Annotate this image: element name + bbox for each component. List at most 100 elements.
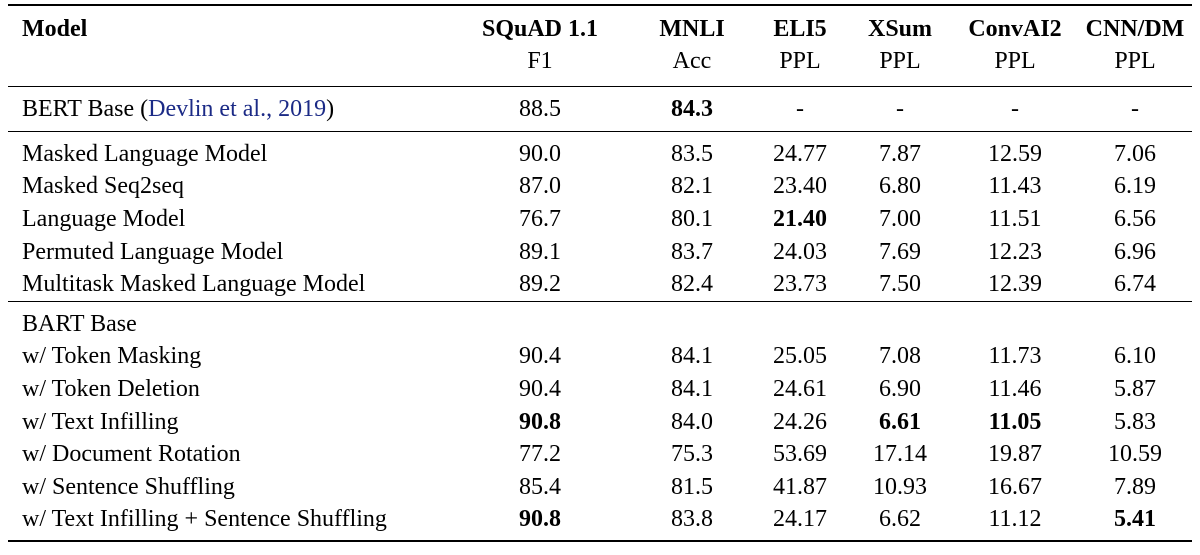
header-cnndm: CNN/DM <box>1078 4 1192 44</box>
cell-cnndm: 5.83 <box>1114 408 1156 435</box>
cell-squad: 88.5 <box>519 95 561 122</box>
table-row: Permuted Language Model 89.1 83.7 24.03 7.69… <box>8 236 1192 269</box>
table-row: w/ Sentence Shuffling 85.4 81.5 41.87 10.93 1… <box>8 471 1192 504</box>
table-row: w/ Document Rotation 77.2 75.3 53.69 17.14 19… <box>8 438 1192 471</box>
cell-cnndm: 7.06 <box>1078 130 1192 171</box>
cell-mnli: 84.0 <box>671 408 713 435</box>
cell-mnli: 80.1 <box>671 205 713 232</box>
cell-xsum: 7.50 <box>879 271 921 298</box>
cell-eli5: 53.69 <box>773 441 827 468</box>
header-cnndm-unit: PPL <box>1078 44 1192 87</box>
header-row-metric-names: Model SQuAD 1.1 MNLI ELI5 XSum ConvAI2 C… <box>8 4 1192 44</box>
cell-squad: 89.2 <box>519 271 561 298</box>
header-eli5-unit: PPL <box>752 44 848 87</box>
cell-mnli: 84.1 <box>671 343 713 370</box>
cell-convai2: - <box>1011 95 1019 122</box>
table-row: BERT Base (Devlin et al., 2019) 88.5 84.… <box>8 87 1192 132</box>
cell-convai2: 16.67 <box>988 473 1042 500</box>
cell-xsum: 6.62 <box>848 503 952 543</box>
row-label: w/ Token Masking <box>22 343 202 370</box>
cell-cnndm: 7.89 <box>1114 473 1156 500</box>
cell-convai2: 11.43 <box>988 173 1042 200</box>
objectives-group: Masked Language Model 90.0 83.5 24.77 7.87 12… <box>8 130 1192 302</box>
row-label: w/ Text Infilling <box>22 408 179 435</box>
cell-squad: 90.8 <box>519 408 561 435</box>
cell-xsum: 7.00 <box>879 205 921 232</box>
cell-cnndm: 6.10 <box>1114 343 1156 370</box>
header-xsum-unit: PPL <box>848 44 952 87</box>
cell-xsum: 7.08 <box>879 343 921 370</box>
row-label: w/ Sentence Shuffling <box>22 473 235 500</box>
cell-eli5: 23.73 <box>773 271 827 298</box>
cell-squad: 90.4 <box>519 375 561 402</box>
cell-eli5: 24.26 <box>773 408 827 435</box>
cell-convai2: 11.73 <box>988 343 1042 370</box>
table-row: w/ Text Infilling 90.8 84.0 24.26 6.61 11.05 5… <box>8 406 1192 439</box>
cell-eli5: - <box>796 95 804 122</box>
row-label: w/ Document Rotation <box>22 441 241 468</box>
cell-xsum: 7.87 <box>848 130 952 171</box>
cell-convai2: 11.05 <box>988 408 1042 435</box>
cell-mnli: 75.3 <box>671 441 713 468</box>
cell-squad: 90.8 <box>448 503 632 543</box>
cell-eli5: 25.05 <box>773 343 827 370</box>
cell-convai2: 12.59 <box>952 130 1078 171</box>
baseline-label-prefix: BERT Base ( <box>22 95 149 122</box>
row-label: Permuted Language Model <box>22 238 284 265</box>
cell-squad: 90.0 <box>448 130 632 171</box>
cell-squad: 85.4 <box>519 473 561 500</box>
cell-mnli: 81.5 <box>671 473 713 500</box>
header-model: Model <box>8 4 448 44</box>
header-squad-unit: F1 <box>448 44 632 87</box>
cell-xsum: 10.93 <box>873 473 927 500</box>
cell-squad: 76.7 <box>519 205 561 232</box>
cell-eli5: 24.77 <box>752 130 848 171</box>
header-eli5: ELI5 <box>752 4 848 44</box>
header-xsum: XSum <box>848 4 952 44</box>
cell-eli5: 24.03 <box>773 238 827 265</box>
cell-mnli: 82.1 <box>671 173 713 200</box>
cell-xsum: 6.80 <box>879 173 921 200</box>
cell-cnndm: 5.87 <box>1114 375 1156 402</box>
header-model-unit <box>8 44 448 87</box>
table-row: BART Base <box>8 300 1192 341</box>
cell-xsum: - <box>896 95 904 122</box>
row-label: BERT Base (Devlin et al., 2019) <box>8 87 448 132</box>
header-convai2-unit: PPL <box>952 44 1078 87</box>
cell-xsum: 7.69 <box>879 238 921 265</box>
cell-mnli: 83.7 <box>671 238 713 265</box>
cell-xsum: 6.90 <box>879 375 921 402</box>
table-row: Masked Language Model 90.0 83.5 24.77 7.87 12… <box>8 130 1192 171</box>
cell-convai2: 12.23 <box>988 238 1042 265</box>
row-label: w/ Text Infilling + Sentence Shuffling <box>8 503 448 543</box>
cell-squad: 90.4 <box>519 343 561 370</box>
cell-eli5: 21.40 <box>773 205 827 232</box>
table-row: Multitask Masked Language Model 89.2 82.4 2… <box>8 268 1192 301</box>
cell-convai2: 11.46 <box>988 375 1042 402</box>
group-label-bart-base: BART Base <box>8 300 448 341</box>
baseline-label-suffix: ) <box>326 95 335 122</box>
row-label: Multitask Masked Language Model <box>22 271 366 298</box>
baseline-group: BERT Base (Devlin et al., 2019) 88.5 84.… <box>8 87 1192 132</box>
cell-cnndm: 5.41 <box>1078 503 1192 543</box>
cell-mnli: 83.8 <box>632 503 752 543</box>
cell-cnndm: - <box>1131 95 1139 122</box>
cell-convai2: 19.87 <box>988 441 1042 468</box>
header-squad: SQuAD 1.1 <box>448 4 632 44</box>
cell-cnndm: 6.74 <box>1114 271 1156 298</box>
header-row-metric-units: F1 Acc PPL PPL PPL PPL <box>8 44 1192 87</box>
citation-link[interactable]: Devlin et al., 2019 <box>148 95 327 122</box>
cell-eli5: 24.61 <box>773 375 827 402</box>
table-row: Masked Seq2seq 87.0 82.1 23.40 6.80 11.43 6.19 <box>8 171 1192 204</box>
row-label: Masked Language Model <box>8 130 448 171</box>
table-row: w/ Text Infilling + Sentence Shuffling 90… <box>8 503 1192 543</box>
cell-convai2: 12.39 <box>988 271 1042 298</box>
cell-cnndm: 10.59 <box>1108 441 1162 468</box>
cell-cnndm: 6.56 <box>1114 205 1156 232</box>
row-label: w/ Token Deletion <box>22 375 200 402</box>
table-row: Language Model 76.7 80.1 21.40 7.00 11.51 6.56 <box>8 203 1192 236</box>
bart-group: BART Base w/ Token Masking 90.4 84.1 25.05 7… <box>8 300 1192 543</box>
table-row: w/ Token Deletion 90.4 84.1 24.61 6.90 11.46 5… <box>8 373 1192 406</box>
cell-squad: 89.1 <box>519 238 561 265</box>
table-row: w/ Token Masking 90.4 84.1 25.05 7.08 11.73 6.… <box>8 341 1192 374</box>
